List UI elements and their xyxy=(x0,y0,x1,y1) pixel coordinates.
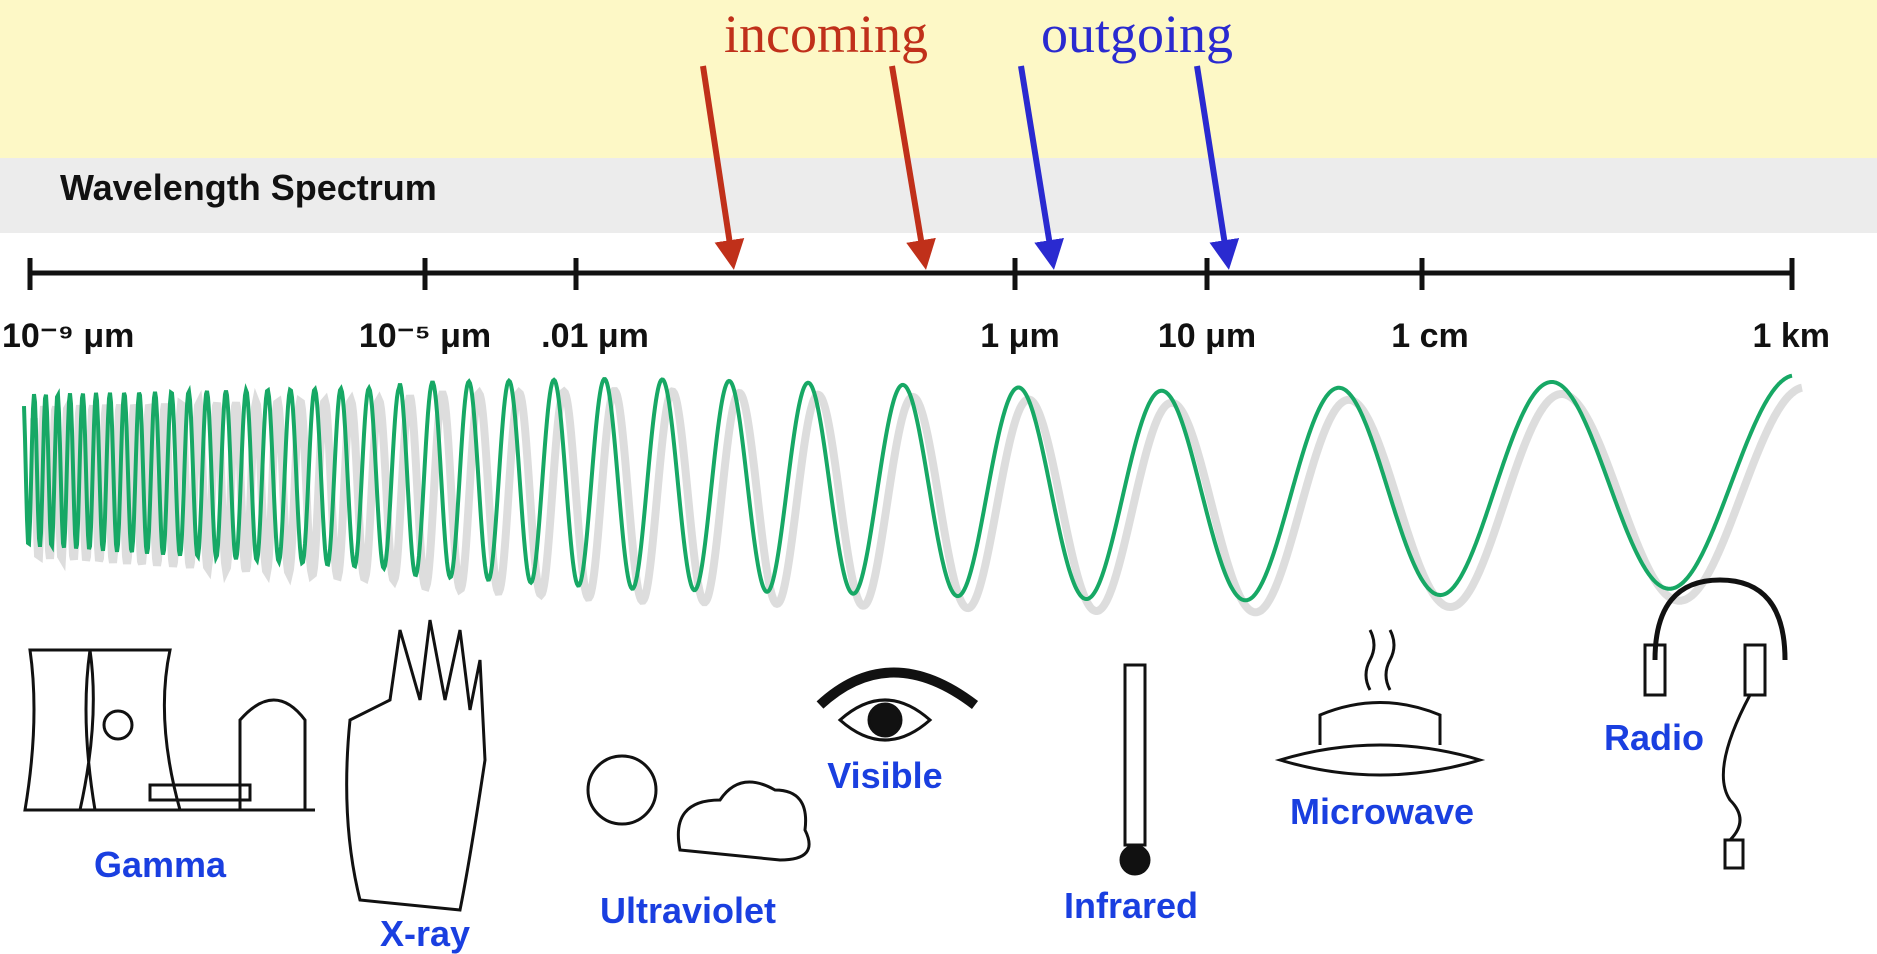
pupil-icon xyxy=(869,704,901,736)
header-band xyxy=(0,0,1877,158)
thermometer-bulb xyxy=(1121,846,1149,874)
steam-icon xyxy=(1366,630,1394,690)
hand-icon xyxy=(347,620,485,910)
cord-icon xyxy=(1723,695,1750,840)
icons xyxy=(25,580,1785,910)
earcup xyxy=(1745,645,1765,695)
outgoing-label: outgoing xyxy=(1041,4,1233,64)
sun-icon xyxy=(588,756,656,824)
band-label: Infrared xyxy=(1064,885,1198,926)
scale-label: 1 km xyxy=(1753,317,1831,355)
incoming-label: incoming xyxy=(724,4,928,64)
band-label: Visible xyxy=(827,755,942,796)
atom-icon xyxy=(104,711,132,739)
cloud-icon xyxy=(678,782,809,860)
scale-label: 1 cm xyxy=(1391,317,1469,355)
microwave-icon xyxy=(1280,703,1480,776)
page: Wavelength Spectrum incoming outgoing 10… xyxy=(0,0,1877,954)
band-label: X-ray xyxy=(380,913,470,954)
scale-label: 10 μm xyxy=(1158,317,1256,355)
band-label: Radio xyxy=(1604,717,1704,758)
scale-label: 1 μm xyxy=(980,317,1059,355)
band-label: Gamma xyxy=(94,844,227,885)
band-label: Microwave xyxy=(1290,791,1474,832)
thermometer-icon xyxy=(1125,665,1145,845)
scale-label: 10⁻⁵ μm xyxy=(359,317,491,355)
diagram: Wavelength Spectrum incoming outgoing 10… xyxy=(0,0,1877,954)
title: Wavelength Spectrum xyxy=(60,167,437,208)
player-icon xyxy=(1725,840,1743,868)
dome-icon xyxy=(60,700,315,810)
band-label: Ultraviolet xyxy=(600,890,776,931)
scale-label: .01 μm xyxy=(541,317,649,355)
scale-label: 10⁻⁹ μm xyxy=(2,317,134,355)
